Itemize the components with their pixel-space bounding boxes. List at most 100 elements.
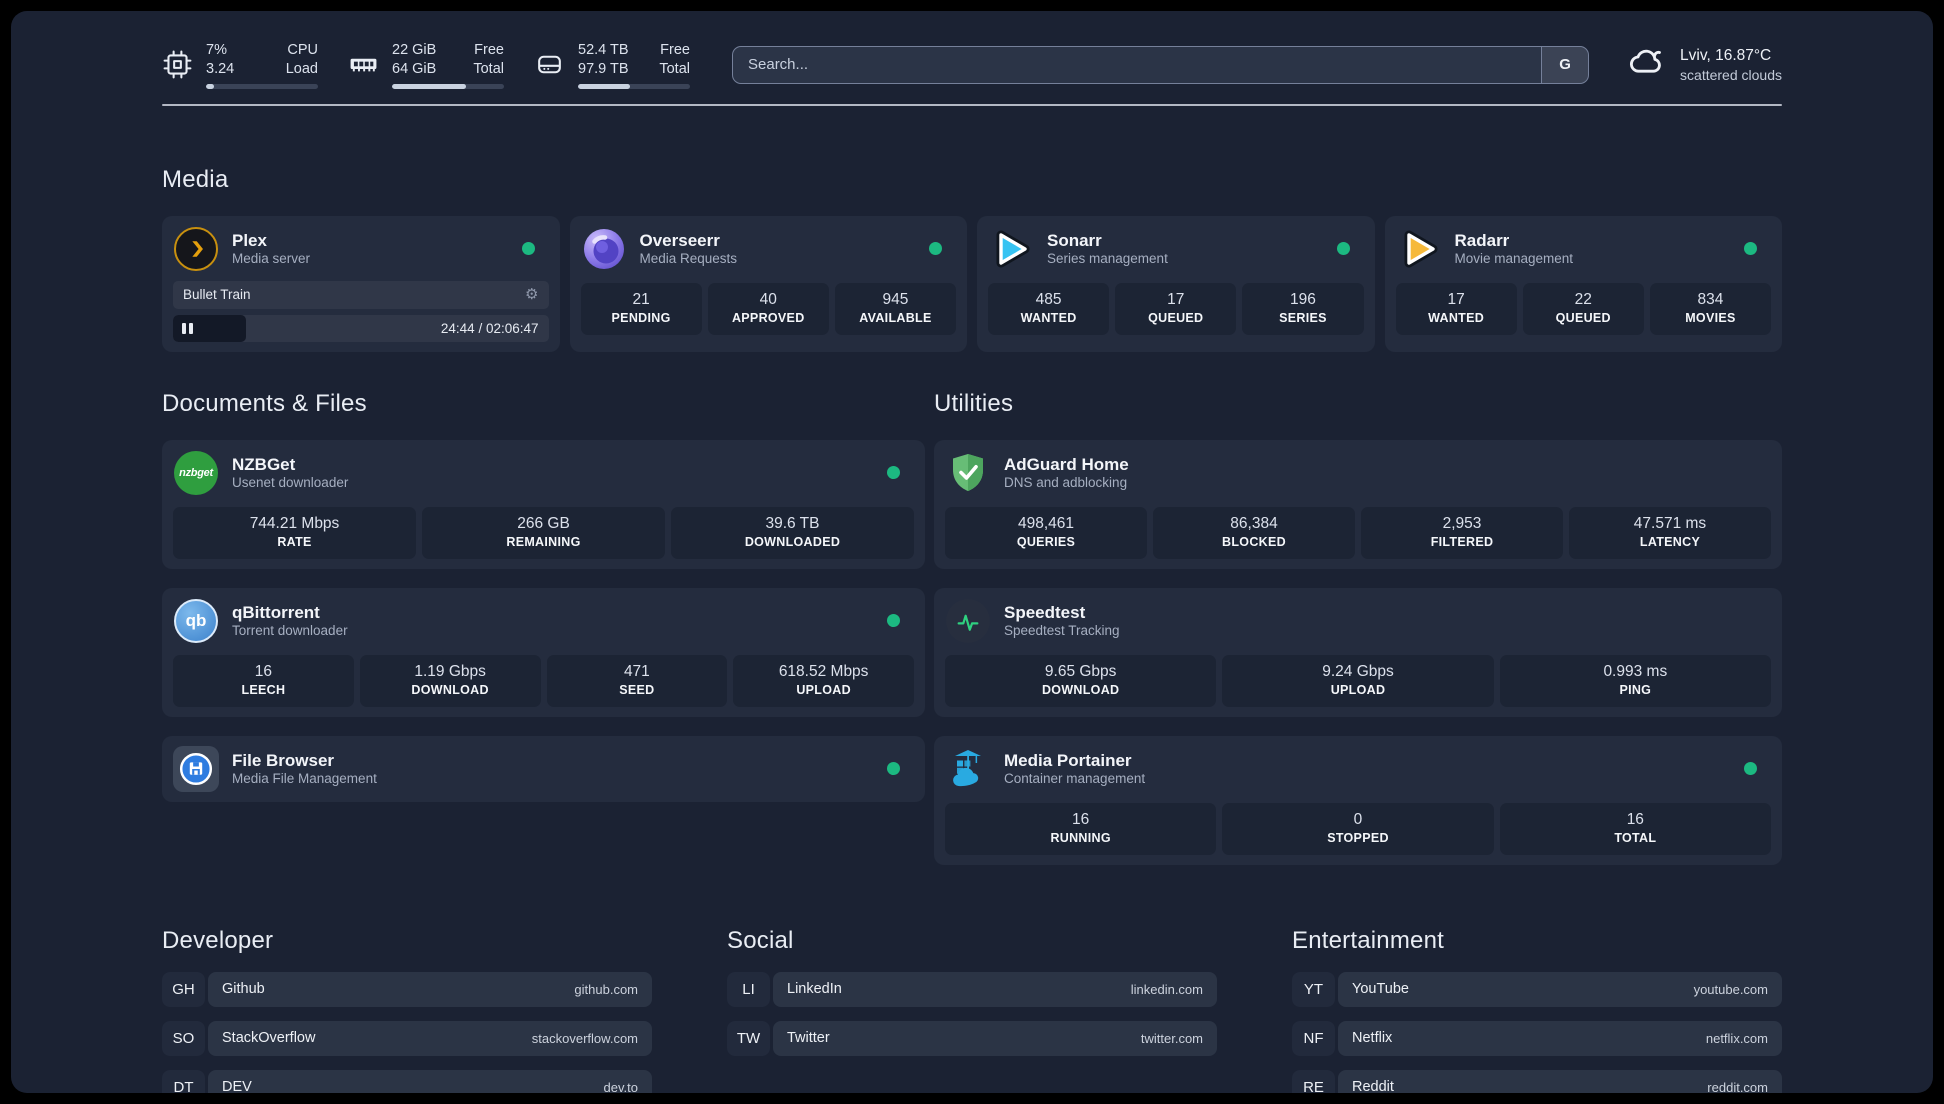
app-desc: Media Requests — [639, 250, 738, 266]
stat-approved: 40 APPROVED — [707, 282, 829, 335]
cpu-labels: CPU Load — [285, 42, 318, 78]
radarr-card[interactable]: Radarr Movie management 17 WANTED 22 QUEUE… — [1384, 215, 1782, 352]
app-desc: Series management — [1047, 250, 1168, 266]
stat-series: 196 SERIES — [1242, 282, 1364, 335]
filebrowser-icon — [173, 745, 219, 792]
bookmark-linkedin[interactable]: LI LinkedIn linkedin.com — [727, 971, 1217, 1007]
stat-download: 1.19 Gbps DOWNLOAD — [359, 654, 541, 707]
bookmark-abbr: SO — [162, 1020, 205, 1056]
bookmark-abbr: LI — [727, 971, 770, 1007]
weather-location-temp: Lviv, 16.87°C — [1680, 46, 1772, 64]
bookmark-name: YouTube — [1352, 981, 1409, 998]
pause-icon[interactable] — [182, 322, 193, 334]
stat-available: 945 AVAILABLE — [834, 282, 957, 335]
top-bar: 7% 3.24 CPU Load 22 GiB 64 GiB Free Total — [162, 41, 1782, 89]
bookmark-youtube[interactable]: YT YouTube youtube.com — [1292, 971, 1782, 1007]
bookmark-abbr: NF — [1292, 1020, 1335, 1056]
bookmark-name: LinkedIn — [787, 981, 842, 998]
overseerr-card[interactable]: Overseerr Media Requests 21 PENDING 40 APP… — [569, 215, 967, 352]
bookmark-stackoverflow[interactable]: SO StackOverflow stackoverflow.com — [162, 1020, 652, 1056]
app-title: File Browser — [232, 750, 335, 770]
portainer-card[interactable]: Media Portainer Container management 16 R… — [934, 735, 1782, 865]
speedtest-icon — [945, 598, 991, 644]
stat-wanted: 485 WANTED — [988, 282, 1110, 335]
disk-values: 52.4 TB 97.9 TB — [578, 42, 629, 78]
stat-latency: 47.571 ms LATENCY — [1569, 506, 1771, 559]
bookmark-name: StackOverflow — [222, 1030, 316, 1047]
stat-pending: 21 PENDING — [580, 282, 702, 335]
cloud-icon — [1627, 42, 1667, 87]
cpu-values: 7% 3.24 — [206, 42, 235, 78]
bookmark-abbr: GH — [162, 971, 205, 1007]
disk-icon — [534, 49, 565, 80]
bookmark-reddit[interactable]: RE Reddit reddit.com — [1292, 1069, 1782, 1093]
bookmark-dev[interactable]: DT DEV dev.to — [162, 1069, 652, 1093]
qbittorrent-card[interactable]: qb qBittorrent Torrent downloader 16 LEEC… — [162, 587, 925, 717]
stat-blocked: 86,384 BLOCKED — [1153, 506, 1355, 559]
stat-total: 16 TOTAL — [1499, 802, 1771, 855]
plex-card[interactable]: Plex Media server Bullet Train ⚙ — [162, 215, 560, 352]
gear-icon[interactable]: ⚙ — [525, 286, 539, 304]
bookmark-domain: linkedin.com — [1130, 981, 1203, 997]
stat-stopped: 0 STOPPED — [1222, 802, 1494, 855]
header-divider — [162, 103, 1782, 106]
memory-values: 22 GiB 64 GiB — [392, 42, 437, 78]
bookmark-domain: reddit.com — [1707, 1079, 1768, 1093]
sonarr-icon — [988, 226, 1034, 272]
app-desc: Movie management — [1454, 250, 1574, 266]
bookmark-domain: twitter.com — [1140, 1030, 1203, 1046]
app-desc: Speedtest Tracking — [1004, 622, 1120, 638]
stat-wanted: 17 WANTED — [1395, 282, 1517, 335]
stat-ping: 0.993 ms PING — [1499, 654, 1771, 707]
playback-progress-bar[interactable]: 24:44 / 02:06:47 — [173, 314, 549, 342]
bookmark-domain: stackoverflow.com — [531, 1030, 638, 1046]
stat-downloaded: 39.6 TB DOWNLOADED — [671, 506, 914, 559]
social-bookmarks: Social LI LinkedIn linkedin.com TW Twitte… — [727, 927, 1217, 1093]
entertainment-section-title: Entertainment — [1292, 926, 1445, 954]
app-title: Media Portainer — [1004, 750, 1132, 770]
app-desc: DNS and adblocking — [1004, 474, 1128, 490]
bookmark-name: Reddit — [1352, 1079, 1394, 1093]
bookmark-domain: netflix.com — [1705, 1030, 1768, 1046]
adguard-card[interactable]: AdGuard Home DNS and adblocking 498,461 Q… — [934, 439, 1782, 569]
weather-widget[interactable]: Lviv, 16.87°C scattered clouds — [1627, 42, 1782, 87]
app-title: NZBGet — [232, 454, 296, 474]
social-section-title: Social — [727, 926, 794, 954]
app-desc: Media File Management — [232, 770, 377, 786]
stat-filtered: 2,953 FILTERED — [1361, 506, 1563, 559]
status-dot — [521, 242, 535, 256]
memory-icon — [348, 49, 379, 80]
status-dot — [1744, 762, 1757, 776]
search-bar: G — [732, 45, 1590, 84]
stat-running: 16 RUNNING — [945, 802, 1217, 855]
cpu-icon — [162, 49, 193, 80]
memory-progress-bar — [392, 84, 504, 89]
app-title: AdGuard Home — [1004, 454, 1129, 474]
bookmark-twitter[interactable]: TW Twitter twitter.com — [727, 1020, 1217, 1056]
search-input[interactable] — [733, 46, 1542, 83]
status-dot — [929, 242, 942, 256]
bookmark-netflix[interactable]: NF Netflix netflix.com — [1292, 1020, 1782, 1056]
bookmark-domain: github.com — [574, 981, 638, 997]
speedtest-card[interactable]: Speedtest Speedtest Tracking 9.65 Gbps DO… — [934, 587, 1782, 717]
stat-leech: 16 LEECH — [173, 654, 354, 707]
disk-labels: Free Total — [659, 42, 690, 78]
cpu-widget: 7% 3.24 CPU Load — [162, 41, 318, 89]
nzbget-card[interactable]: nzbget NZBGet Usenet downloader 744.21 M… — [162, 439, 925, 569]
weather-condition: scattered clouds — [1680, 66, 1782, 83]
adguard-icon — [945, 450, 991, 496]
stat-upload: 9.24 Gbps UPLOAD — [1222, 654, 1494, 707]
app-title: Radarr — [1454, 230, 1510, 250]
entertainment-bookmarks: Entertainment YT YouTube youtube.com NF N… — [1292, 927, 1782, 1093]
bookmark-abbr: RE — [1292, 1069, 1335, 1093]
developer-section-title: Developer — [162, 926, 274, 954]
disk-widget: 52.4 TB 97.9 TB Free Total — [534, 41, 690, 89]
app-desc: Container management — [1004, 770, 1146, 786]
filebrowser-card[interactable]: File Browser Media File Management — [162, 735, 925, 802]
stat-upload: 618.52 Mbps UPLOAD — [733, 654, 914, 707]
app-title: qBittorrent — [232, 602, 320, 622]
bookmark-github[interactable]: GH Github github.com — [162, 971, 652, 1007]
search-engine-button[interactable]: G — [1541, 46, 1589, 83]
cpu-progress-bar — [206, 84, 318, 89]
sonarr-card[interactable]: Sonarr Series management 485 WANTED 17 QUE… — [977, 215, 1375, 352]
